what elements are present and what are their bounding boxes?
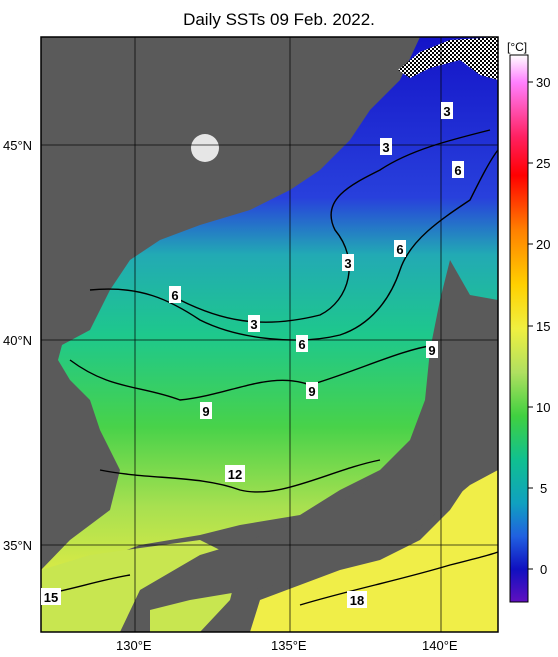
lat-label-40n: 40°N [3, 333, 33, 348]
lon-label-135e: 135°E [271, 638, 307, 653]
japan-land [120, 300, 498, 632]
colorbar-tick: 15 [536, 319, 551, 334]
svg-text:15: 15 [44, 590, 58, 605]
svg-text:3: 3 [344, 256, 351, 271]
isotherm-label: 3 [380, 138, 392, 155]
svg-text:9: 9 [202, 404, 209, 419]
map-title: Daily SSTs 09 Feb. 2022. [183, 10, 375, 29]
isotherm-label: 6 [169, 286, 181, 303]
isotherm-label: 3 [441, 102, 453, 119]
lon-label-130e: 130°E [116, 638, 152, 653]
pacific-waters [250, 460, 498, 632]
isotherm-label: 3 [342, 254, 354, 271]
svg-text:9: 9 [428, 343, 435, 358]
svg-text:6: 6 [454, 163, 461, 178]
colorbar-tick: 20 [536, 237, 551, 252]
colorbar [509, 54, 529, 603]
svg-text:6: 6 [396, 242, 403, 257]
isotherm-label: 6 [296, 335, 308, 352]
isotherm-label: 3 [248, 315, 260, 332]
lat-label-45n: 45°N [3, 138, 33, 153]
isotherm-label: 9 [200, 402, 212, 419]
svg-text:3: 3 [382, 140, 389, 155]
isotherm-label: 12 [225, 465, 245, 482]
isotherm-label: 6 [394, 240, 406, 257]
isotherm-6 [89, 149, 498, 341]
isotherm-18 [299, 551, 498, 606]
colorbar-tick: 25 [536, 156, 551, 171]
lon-label-140e: 140°E [422, 638, 458, 653]
isotherm-label: 15 [41, 588, 61, 605]
svg-text:6: 6 [171, 288, 178, 303]
colorbar-unit: [°C] [507, 40, 528, 54]
sea-ice [398, 37, 498, 80]
isotherm-label: 18 [347, 591, 367, 608]
colorbar-tick: 10 [536, 400, 551, 415]
isotherm-9 [69, 344, 436, 401]
isotherm-label: 6 [452, 161, 464, 178]
svg-text:12: 12 [228, 467, 242, 482]
map-frame [40, 36, 499, 633]
colorbar-tick: 0 [540, 562, 548, 577]
svg-text:18: 18 [350, 593, 364, 608]
svg-text:3: 3 [250, 317, 257, 332]
svg-text:9: 9 [308, 384, 315, 399]
isotherm-12 [99, 459, 381, 493]
isotherm-label: 9 [306, 382, 318, 399]
isotherm-label: 9 [426, 341, 438, 358]
svg-text:6: 6 [298, 337, 305, 352]
colorbar-tick: 5 [540, 481, 548, 496]
island [191, 134, 219, 162]
svg-text:3: 3 [443, 104, 450, 119]
sea-of-japan [41, 37, 498, 610]
colorbar-tick: 30 [536, 75, 551, 90]
isotherm-labels: 3 3 3 3 6 6 6 6 9 9 9 12 15 18 [41, 102, 464, 608]
lat-label-35n: 35°N [3, 538, 33, 553]
